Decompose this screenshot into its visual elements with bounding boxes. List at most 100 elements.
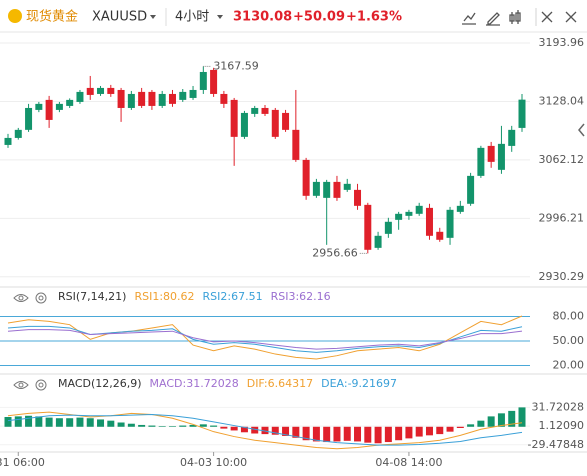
candle-body [364, 204, 372, 250]
candle-body [148, 91, 156, 106]
candle-body [240, 112, 248, 137]
macd-bar [405, 426, 413, 439]
panel-icons [13, 292, 47, 391]
indicator-button[interactable] [462, 12, 476, 25]
candle-body [302, 159, 310, 196]
macd-bar [107, 420, 115, 427]
candle-body [292, 129, 300, 160]
macd-bar [497, 413, 505, 427]
macd-bar [436, 426, 444, 435]
candle-body [189, 89, 197, 98]
toolbar [462, 8, 577, 26]
indicator-line [7, 329, 523, 350]
macd-bar [66, 418, 74, 427]
macd-bar [55, 418, 63, 427]
indicator-line [7, 411, 523, 450]
y-tick-label: 80.00 [553, 310, 585, 323]
close-button[interactable] [565, 11, 577, 23]
candle-body [436, 231, 444, 240]
y-tick-label: 20.00 [553, 358, 585, 371]
macd-bar [467, 424, 475, 427]
eye-icon[interactable] [13, 381, 29, 389]
macd-bar [292, 426, 300, 438]
candle-body [230, 99, 238, 137]
macd-bar [374, 426, 382, 444]
gear-icon[interactable] [35, 292, 47, 304]
x-tick-label: 04-03 10:00 [180, 456, 247, 469]
candle-body [138, 91, 146, 106]
candle-body [395, 213, 403, 220]
macd-bar [456, 426, 464, 428]
macd-bar [446, 426, 454, 432]
legend-entry: RSI3:62.16 [271, 290, 331, 303]
macd-bar [477, 420, 485, 427]
macd-bar [271, 426, 279, 435]
candle-body [45, 99, 53, 120]
eye-icon[interactable] [13, 294, 29, 302]
x-tick-label: 04-08 14:00 [375, 456, 442, 469]
panel-title: MACD(12,26,9) [58, 377, 142, 390]
candle-body [199, 71, 207, 90]
macd-bar [148, 425, 156, 427]
y-tick-label: 50.00 [553, 334, 585, 347]
candle-body [487, 145, 495, 162]
macd-bar [14, 416, 22, 427]
macd-bar [354, 426, 362, 442]
macd-bar [158, 426, 166, 427]
y-tick-label: 1.12090 [539, 419, 585, 432]
macd-bar [415, 426, 423, 437]
gear-icon[interactable] [35, 379, 47, 391]
y-tick-label: 31.72028 [532, 400, 585, 413]
candle-body [220, 93, 228, 104]
symbol[interactable]: XAUUSD [92, 10, 147, 25]
expand-arrow[interactable] [578, 123, 585, 137]
change: +50.09 [293, 10, 345, 25]
macd-bar [364, 426, 372, 443]
macd-bar [138, 424, 146, 427]
y-tick-label: 2996.21 [539, 211, 585, 224]
candle-body [354, 189, 362, 206]
macd-bar [86, 418, 94, 427]
high-label: 3167.59 [213, 59, 259, 72]
candle-body [14, 129, 22, 138]
indicator-line [7, 414, 523, 446]
candle-body [405, 211, 413, 216]
panel-title: RSI(7,14,21) [58, 290, 126, 303]
macd-bar [384, 426, 392, 443]
candle-body [127, 93, 135, 108]
legend-entry: RSI1:80.62 [134, 290, 194, 303]
macd-bar [518, 407, 526, 427]
y-tick-label: 3193.96 [539, 36, 585, 49]
macd-bar [230, 426, 238, 431]
candle-body [282, 112, 290, 130]
macd-bar [35, 416, 43, 427]
candle-body [55, 103, 63, 110]
macd-bar [425, 426, 433, 436]
candle-body [446, 209, 454, 238]
y-tick-label: -29.47848 [528, 438, 584, 451]
draw-button[interactable] [486, 12, 500, 26]
candle-body [97, 87, 105, 94]
macd-bar [97, 419, 105, 427]
interval[interactable]: 4小时 [175, 10, 209, 25]
macd-bar [168, 426, 176, 427]
candle-button[interactable] [509, 10, 521, 24]
y-tick-label: 3128.04 [539, 94, 585, 107]
instrument-name: 现货黄金 [26, 9, 78, 25]
candle-body [210, 69, 218, 94]
candle-body [271, 109, 279, 137]
macd-bar [261, 426, 269, 435]
candle-body [86, 87, 94, 95]
candle-body [107, 87, 115, 94]
candle-body [508, 129, 516, 146]
macd-bar [4, 417, 12, 427]
fullscreen-button[interactable] [541, 11, 553, 23]
macd-bar [312, 426, 320, 442]
macd-bar [189, 424, 197, 427]
legend-entry: RSI2:67.51 [203, 290, 263, 303]
caret [217, 15, 223, 19]
candle-body [384, 221, 392, 234]
macd-bar [220, 426, 228, 429]
